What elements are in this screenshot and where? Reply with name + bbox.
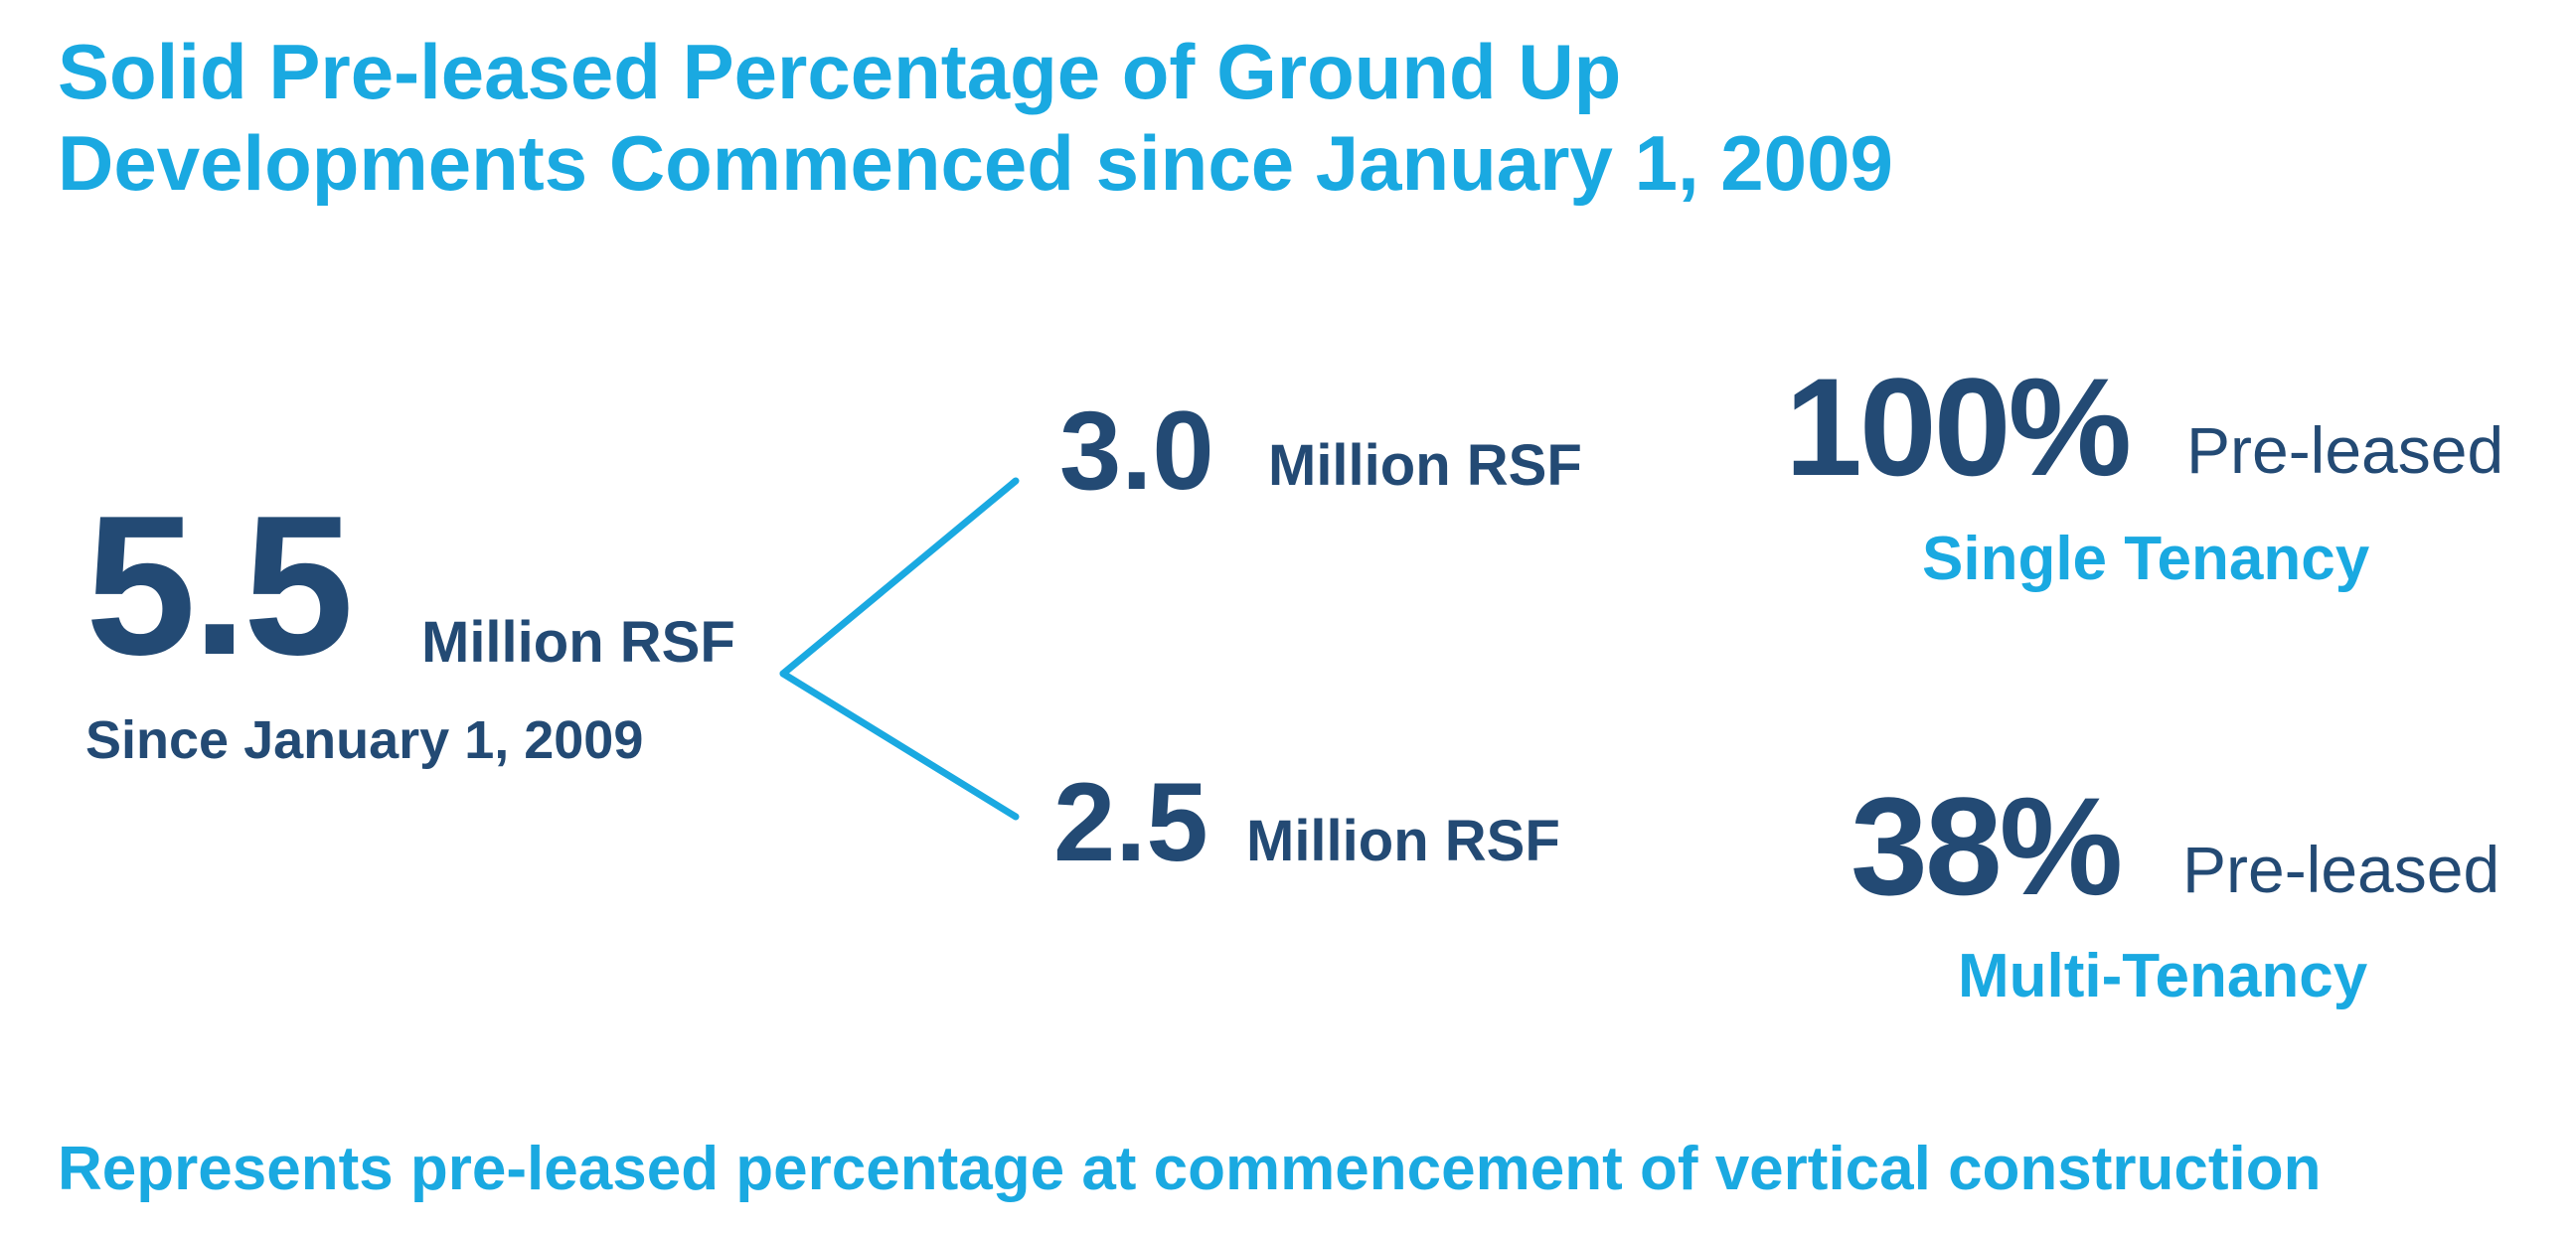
single-tenancy-label: Single Tenancy [1922, 525, 2370, 593]
multi-tenancy-preleased-label: Pre-leased [2182, 833, 2500, 906]
multi-tenancy-percent: 38% [1851, 768, 2123, 924]
total-since-label: Since January 1, 2009 [85, 710, 644, 770]
total-rsf-unit: Million RSF [421, 610, 735, 675]
footnote: Represents pre-leased percentage at comm… [58, 1135, 2322, 1203]
multi-tenancy-rsf-value: 2.5 [1053, 760, 1208, 884]
branch-line-lower [779, 670, 1020, 821]
single-tenancy-percent: 100% [1785, 349, 2132, 505]
single-tenancy-rsf-unit: Million RSF [1268, 433, 1582, 498]
title-line-2: Developments Commenced since January 1, … [58, 119, 1893, 207]
total-rsf-value: 5.5 [85, 475, 354, 696]
multi-tenancy-label: Multi-Tenancy [1958, 942, 2368, 1010]
single-tenancy-rsf-value: 3.0 [1059, 388, 1214, 513]
single-tenancy-preleased-label: Pre-leased [2186, 413, 2504, 487]
title-line-1: Solid Pre-leased Percentage of Ground Up [58, 28, 1622, 115]
page-title: Solid Pre-leased Percentage of Ground Up… [58, 26, 1893, 209]
multi-tenancy-rsf-unit: Million RSF [1246, 809, 1560, 873]
branch-line-upper [779, 477, 1020, 678]
